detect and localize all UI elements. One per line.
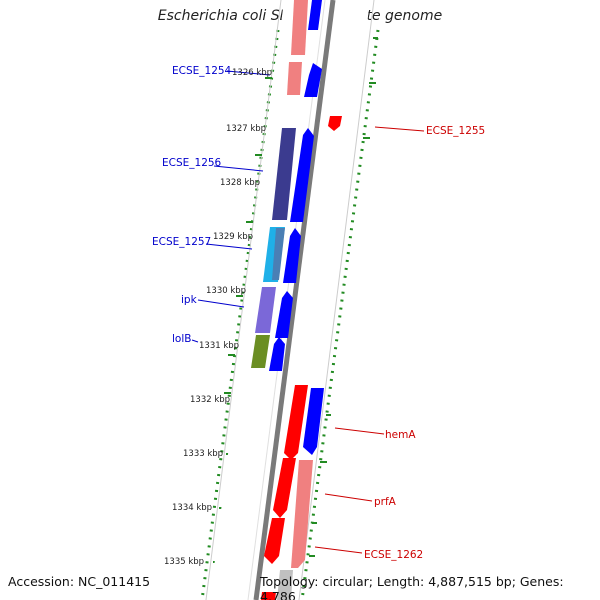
kbp-tick-label: 1331 kbp (199, 341, 239, 351)
accession-text: Accession: NC_011415 (8, 574, 151, 589)
forward-strand-features (269, 0, 324, 455)
gene-label-ecse-1257[interactable]: ECSE_1257 (152, 236, 211, 248)
genome-backbone (253, 0, 336, 600)
cds-forward (308, 0, 322, 30)
reverse-strand-features (261, 0, 342, 600)
kbp-tick-label: 1328 kbp (220, 178, 260, 188)
cds-reverse-small (328, 116, 342, 131)
topology-text: Topology: circular; Length: 4,887,515 bp… (260, 574, 564, 600)
cds-forward (269, 337, 285, 371)
gene-label-hema[interactable]: hemA (385, 429, 416, 441)
gene-label-ecse-1255[interactable]: ECSE_1255 (426, 125, 485, 137)
cds-forward (283, 228, 301, 283)
gene-block-lolb (251, 335, 270, 368)
cds-reverse (261, 592, 276, 600)
kbp-tick-label: 1333 kbp (183, 449, 223, 459)
gene-label-ecse-1254[interactable]: ECSE_1254 (172, 65, 232, 77)
kbp-tick-label: 1332 kbp (190, 395, 230, 405)
cds-forward (304, 63, 322, 97)
cds-forward (290, 128, 314, 222)
kbp-tick-label: 1330 kbp (206, 286, 246, 296)
cds-reverse (273, 458, 296, 518)
reverse-gene-labels: ECSE_1255 hemA prfA ECSE_1262 (364, 125, 485, 561)
cds-reverse-pseudo (287, 62, 302, 95)
lane-border-left (205, 0, 282, 600)
cds-forward (275, 291, 293, 338)
forward-gene-labels: ECSE_1254 ECSE_1256 ECSE_1257 ipk lolB (152, 65, 232, 345)
gene-label-lolb[interactable]: lolB (172, 333, 191, 345)
cds-reverse (264, 518, 285, 564)
cds-reverse-grey (277, 570, 293, 600)
gene-label-prfa[interactable]: prfA (374, 496, 397, 508)
gene-label-ecse-1262[interactable]: ECSE_1262 (364, 549, 423, 561)
gene-label-ecse-1256[interactable]: ECSE_1256 (162, 157, 222, 169)
gene-label-ipk[interactable]: ipk (181, 294, 198, 306)
gene-block-ecse-1256 (272, 128, 296, 220)
label-leader-lines (191, 70, 425, 554)
gc-skew-ticks-right (309, 37, 378, 557)
cds-forward (303, 388, 324, 455)
cds-reverse-pseudo (291, 460, 313, 568)
gene-block-ecse-1257-inner (272, 228, 285, 280)
kbp-tick-label: 1334 kbp (172, 503, 212, 513)
cds-reverse-pseudo (291, 0, 308, 55)
cds-reverse (284, 385, 308, 460)
lane-border-right (298, 0, 375, 600)
kbp-tick-label: 1327 kbp (226, 124, 266, 134)
left-lane-features (251, 128, 296, 368)
gene-block-ipk (255, 287, 276, 333)
kbp-tick-label: 1335 kbp (164, 557, 204, 567)
kbp-axis-labels: 1326 kbp 1327 kbp 1328 kbp 1329 kbp 1330… (164, 68, 272, 567)
kbp-tick-label: 1329 kbp (213, 232, 253, 242)
kbp-tick-label: 1326 kbp (232, 68, 272, 78)
